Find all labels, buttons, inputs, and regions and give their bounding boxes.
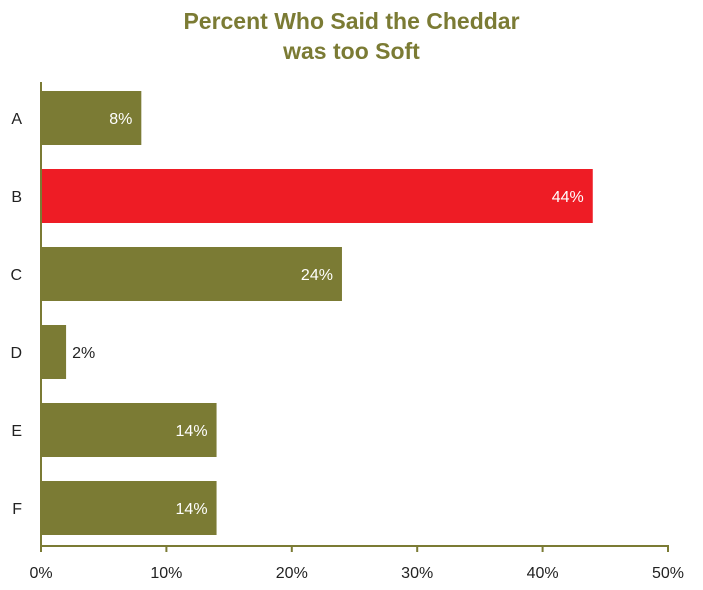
x-tick-label-40: 40% [527, 565, 559, 582]
value-label-d: 2% [72, 345, 95, 362]
category-label-d: D [10, 345, 22, 362]
category-label-f: F [12, 501, 22, 518]
bar-d [41, 325, 67, 379]
chart-title: Percent Who Said the Cheddar was too Sof… [0, 6, 703, 66]
value-label-f: 14% [176, 501, 208, 518]
x-tick-label-50: 50% [652, 565, 684, 582]
value-label-b: 44% [552, 189, 584, 206]
x-tick-label-20: 20% [276, 565, 308, 582]
x-tick-label-0: 0% [29, 565, 52, 582]
bar-f [41, 481, 217, 535]
value-label-e: 14% [176, 423, 208, 440]
value-label-c: 24% [301, 267, 333, 284]
chart-title-line-2: was too Soft [283, 38, 420, 64]
bar-e [41, 403, 217, 457]
category-label-b: B [11, 189, 22, 206]
bar-c [41, 247, 342, 301]
category-label-e: E [11, 423, 22, 440]
bar-a [41, 91, 142, 145]
category-label-c: C [10, 267, 22, 284]
value-label-a: 8% [109, 111, 132, 128]
x-tick-label-10: 10% [150, 565, 182, 582]
chart-title-line-1: Percent Who Said the Cheddar [183, 8, 520, 34]
x-tick-label-30: 30% [401, 565, 433, 582]
bar-b [41, 169, 593, 223]
category-label-a: A [11, 111, 22, 128]
